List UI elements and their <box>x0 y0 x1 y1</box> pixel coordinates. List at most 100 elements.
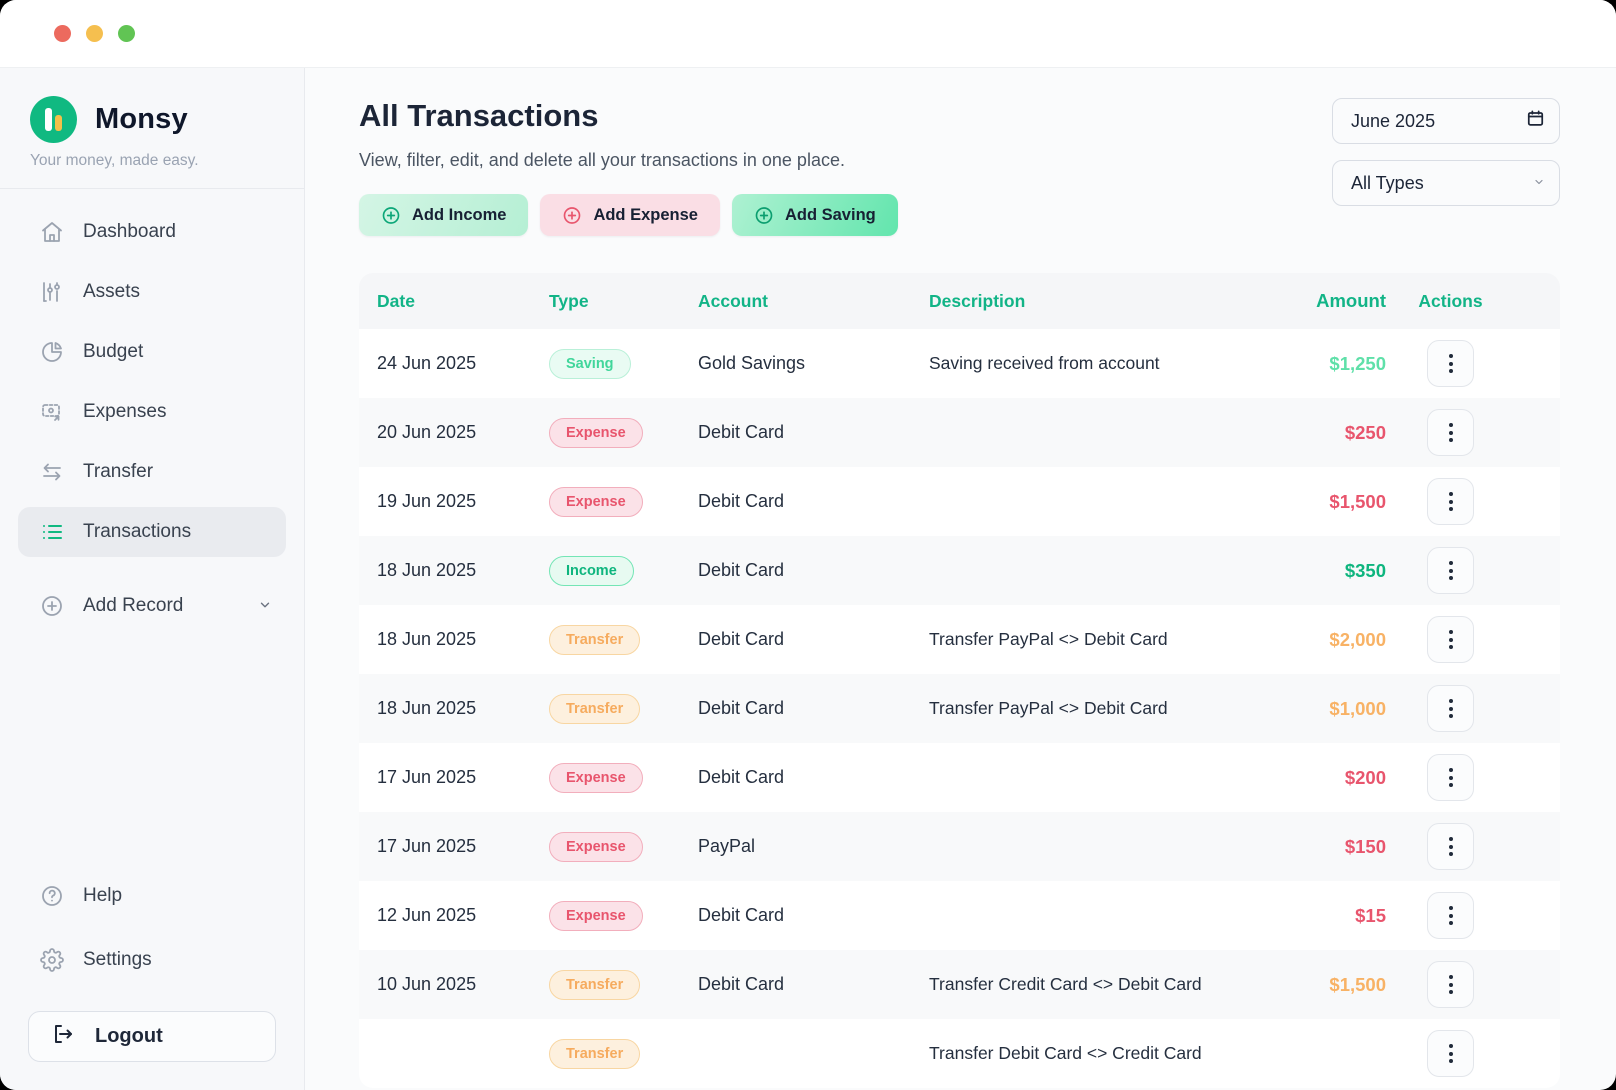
add-saving-button[interactable]: Add Saving <box>731 194 898 236</box>
gear-icon <box>39 947 65 973</box>
sidebar-item-assets[interactable]: Assets <box>18 267 286 317</box>
row-actions-button[interactable] <box>1427 340 1474 387</box>
transaction-date: 18 Jun 2025 <box>377 629 477 649</box>
row-actions-button[interactable] <box>1427 616 1474 663</box>
table-row: 18 Jun 2025 Transfer Debit Card Transfer… <box>359 605 1560 674</box>
sidebar-item-label: Add Record <box>83 595 184 616</box>
transaction-account: Debit Card <box>698 560 785 580</box>
transaction-account: Debit Card <box>698 974 785 994</box>
transaction-amount: $2,000 <box>1329 628 1386 650</box>
sidebar-divider <box>0 188 304 189</box>
sidebar: Monsy Your money, made easy. Dashboard A… <box>0 68 305 1090</box>
plus-circle-icon <box>754 205 774 225</box>
add-expense-label: Add Expense <box>593 205 698 224</box>
home-icon <box>39 219 65 245</box>
sidebar-item-label: Transfer <box>83 461 154 482</box>
transaction-date: 20 Jun 2025 <box>377 422 477 442</box>
type-badge: Expense <box>549 831 643 862</box>
sidebar-item-add-record[interactable]: Add Record <box>18 581 286 631</box>
table-row: 10 Jun 2025 Transfer Debit Card Transfer… <box>359 950 1560 1019</box>
page-subtitle: View, filter, edit, and delete all your … <box>359 150 845 170</box>
transaction-amount: $350 <box>1344 559 1386 581</box>
row-actions-button[interactable] <box>1427 961 1474 1008</box>
transfer-arrows-icon <box>39 459 65 485</box>
plus-circle-icon <box>39 593 65 619</box>
transactions-list-icon <box>39 519 65 545</box>
transaction-account: Gold Savings <box>698 353 806 373</box>
transaction-date: 24 Jun 2025 <box>377 353 477 373</box>
sidebar-item-expenses[interactable]: Expenses <box>18 387 286 437</box>
main-content: All Transactions View, filter, edit, and… <box>305 68 1616 1090</box>
add-expense-button[interactable]: Add Expense <box>540 194 720 236</box>
sidebar-item-dashboard[interactable]: Dashboard <box>18 207 286 257</box>
table-header-row: Date Type Account Description Amount Act… <box>359 273 1560 329</box>
sidebar-item-label: Transactions <box>83 521 192 542</box>
sidebar-item-help[interactable]: Help <box>18 871 286 921</box>
transaction-description: Transfer Debit Card <> Credit Card <box>929 1042 1202 1063</box>
transaction-date: 17 Jun 2025 <box>377 767 477 787</box>
table-row: 20 Jun 2025 Expense Debit Card $250 <box>359 398 1560 467</box>
logout-button[interactable]: Logout <box>28 1011 276 1062</box>
type-badge: Transfer <box>549 693 641 724</box>
close-window-button[interactable] <box>54 25 71 42</box>
transaction-account: Debit Card <box>698 698 785 718</box>
type-badge: Transfer <box>549 969 641 1000</box>
sidebar-item-label: Help <box>83 885 123 906</box>
transaction-amount: $1,000 <box>1329 697 1386 719</box>
add-saving-label: Add Saving <box>784 205 876 224</box>
table-row: 17 Jun 2025 Expense PayPal $150 <box>359 812 1560 881</box>
window-controls <box>54 25 135 42</box>
month-filter-input[interactable]: June 2025 <box>1332 98 1560 144</box>
transaction-account: Debit Card <box>698 905 785 925</box>
sidebar-item-settings[interactable]: Settings <box>18 935 286 985</box>
table-row: 17 Jun 2025 Expense Debit Card $200 <box>359 743 1560 812</box>
row-actions-button[interactable] <box>1427 547 1474 594</box>
transaction-date: 17 Jun 2025 <box>377 836 477 856</box>
row-actions-button[interactable] <box>1427 892 1474 939</box>
transaction-amount: $150 <box>1344 835 1386 857</box>
row-actions-button[interactable] <box>1427 1030 1474 1077</box>
column-header-date: Date <box>377 290 415 311</box>
transaction-account: Debit Card <box>698 629 785 649</box>
transaction-amount: $200 <box>1344 766 1386 788</box>
pie-chart-icon <box>39 339 65 365</box>
table-row: 19 Jun 2025 Expense Debit Card $1,500 <box>359 467 1560 536</box>
page-title: All Transactions <box>359 98 599 133</box>
assets-chart-icon <box>39 279 65 305</box>
row-actions-button[interactable] <box>1427 685 1474 732</box>
table-row: 18 Jun 2025 Transfer Debit Card Transfer… <box>359 674 1560 743</box>
transactions-table: Date Type Account Description Amount Act… <box>359 273 1560 1088</box>
transaction-description: Transfer Credit Card <> Debit Card <box>929 973 1202 994</box>
transaction-date: 18 Jun 2025 <box>377 698 477 718</box>
table-row: 12 Jun 2025 Expense Debit Card $15 <box>359 881 1560 950</box>
calendar-icon <box>1526 109 1545 133</box>
type-badge: Expense <box>549 486 643 517</box>
transaction-amount: $15 <box>1355 904 1386 926</box>
sidebar-item-label: Budget <box>83 341 144 362</box>
row-actions-button[interactable] <box>1427 409 1474 456</box>
add-income-label: Add Income <box>412 205 507 224</box>
transaction-date: 10 Jun 2025 <box>377 974 477 994</box>
column-header-account: Account <box>698 290 768 311</box>
sidebar-item-transactions[interactable]: Transactions <box>18 507 286 557</box>
transaction-account: PayPal <box>698 836 756 856</box>
row-actions-button[interactable] <box>1427 478 1474 525</box>
row-actions-button[interactable] <box>1427 754 1474 801</box>
type-badge: Transfer <box>549 624 641 655</box>
sidebar-item-budget[interactable]: Budget <box>18 327 286 377</box>
table-row: 24 Jun 2025 Saving Gold Savings Saving r… <box>359 329 1560 398</box>
transaction-description: Saving received from account <box>929 352 1160 373</box>
type-badge: Saving <box>549 348 631 379</box>
type-badge: Expense <box>549 762 643 793</box>
type-badge: Transfer <box>549 1038 641 1069</box>
brand: Monsy Your money, made easy. <box>0 68 304 188</box>
type-filter-select[interactable]: All Types <box>1332 160 1560 206</box>
row-actions-button[interactable] <box>1427 823 1474 870</box>
sidebar-item-label: Expenses <box>83 401 167 422</box>
transaction-amount: $1,500 <box>1329 973 1386 995</box>
minimize-window-button[interactable] <box>86 25 103 42</box>
maximize-window-button[interactable] <box>118 25 135 42</box>
sidebar-item-transfer[interactable]: Transfer <box>18 447 286 497</box>
add-income-button[interactable]: Add Income <box>359 194 529 236</box>
brand-name: Monsy <box>95 103 188 135</box>
